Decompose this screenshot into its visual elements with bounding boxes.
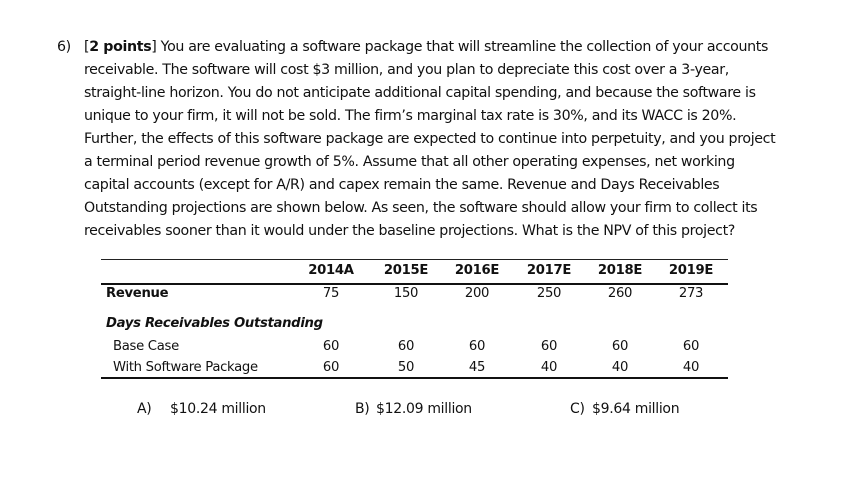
- question-line-6: a terminal period revenue growth of 5%. …: [84, 154, 735, 170]
- answer-text: $12.09 million: [376, 401, 472, 417]
- with-software-2017e: 40: [540, 360, 558, 375]
- question-line-4: unique to your firm, it will not be sold…: [84, 108, 737, 124]
- column-header-2017e: 2017E: [526, 263, 572, 278]
- answer-text: $10.24 million: [170, 401, 266, 417]
- question-text: [2 points] You are evaluating a software…: [84, 36, 817, 243]
- with-software-2015e: 50: [397, 360, 415, 375]
- answer-choice-a[interactable]: A) $10.24 million: [137, 401, 266, 417]
- section-label-days-receivables: Days Receivables Outstanding: [106, 316, 323, 331]
- base-case-2014a: 60: [322, 339, 340, 354]
- row-label-revenue: Revenue: [106, 286, 169, 301]
- question-line-5: Further, the effects of this software pa…: [84, 131, 776, 147]
- question-line-2: receivable. The software will cost $3 mi…: [84, 62, 729, 78]
- row-label-with-software: With Software Package: [113, 360, 258, 375]
- with-software-2018e: 40: [611, 360, 629, 375]
- base-case-2017e: 60: [540, 339, 558, 354]
- table-header-border: [101, 283, 728, 285]
- column-header-2015e: 2015E: [383, 263, 429, 278]
- answer-letter: B): [355, 401, 370, 417]
- with-software-2019e: 40: [682, 360, 700, 375]
- with-software-2014a: 60: [322, 360, 340, 375]
- row-label-base-case: Base Case: [113, 339, 179, 354]
- column-header-2019e: 2019E: [668, 263, 714, 278]
- answer-choice-b[interactable]: B) $12.09 million: [355, 401, 472, 417]
- answer-choice-c[interactable]: C) $9.64 million: [570, 401, 680, 417]
- revenue-2018e: 260: [607, 286, 633, 301]
- base-case-2019e: 60: [682, 339, 700, 354]
- revenue-2016e: 200: [464, 286, 490, 301]
- answer-letter: C): [570, 401, 585, 417]
- question-line-7: capital accounts (except for A/R) and ca…: [84, 177, 720, 193]
- revenue-2017e: 250: [536, 286, 562, 301]
- revenue-2015e: 150: [393, 286, 419, 301]
- table-bottom-border: [101, 377, 728, 379]
- base-case-2015e: 60: [397, 339, 415, 354]
- question-line-1: [2 points] You are evaluating a software…: [84, 39, 769, 55]
- base-case-2016e: 60: [468, 339, 486, 354]
- column-header-2018e: 2018E: [597, 263, 643, 278]
- question-line-3: straight-line horizon. You do not antici…: [84, 85, 756, 101]
- with-software-2016e: 45: [468, 360, 486, 375]
- question-line-8: Outstanding projections are shown below.…: [84, 200, 758, 216]
- question-block: 6) [2 points] You are evaluating a softw…: [57, 36, 817, 243]
- question-line-9: receivables sooner than it would under t…: [84, 223, 735, 239]
- base-case-2018e: 60: [611, 339, 629, 354]
- question-number: 6): [57, 39, 71, 55]
- answer-letter: A): [137, 401, 152, 417]
- column-header-2014a: 2014A: [308, 263, 354, 278]
- points-label: 2 points: [89, 39, 152, 55]
- table-top-border: [101, 259, 728, 260]
- revenue-2014a: 75: [322, 286, 340, 301]
- answer-text: $9.64 million: [592, 401, 680, 417]
- revenue-2019e: 273: [678, 286, 704, 301]
- column-header-2016e: 2016E: [454, 263, 500, 278]
